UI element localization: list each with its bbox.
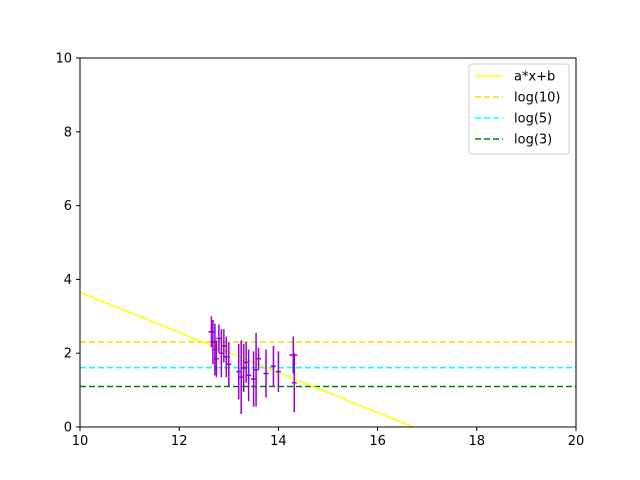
data-point: [238, 340, 244, 415]
x-tick-label: 20: [568, 434, 585, 449]
x-tick-label: 18: [469, 434, 486, 449]
y-tick-label: 0: [64, 421, 72, 436]
data-point: [223, 336, 229, 378]
legend-label: log(5): [514, 112, 552, 127]
data-point: [253, 332, 259, 407]
x-tick-label: 12: [171, 434, 188, 449]
data-point: [291, 353, 297, 413]
data-point: [236, 343, 242, 400]
x-tick-label: 10: [72, 434, 89, 449]
y-tick-label: 4: [64, 273, 72, 288]
data-point: [226, 342, 232, 387]
data-point: [263, 349, 269, 398]
plot-area: [80, 291, 576, 427]
legend-label: log(10): [514, 91, 561, 106]
data-point: [289, 336, 298, 374]
data-point: [246, 349, 252, 402]
legend-label: log(3): [514, 133, 552, 148]
x-tick-label: 14: [270, 434, 287, 449]
data-point: [256, 347, 262, 370]
legend-label: a*x+b: [514, 70, 555, 85]
y-tick-label: 2: [64, 347, 72, 362]
data-point: [241, 343, 247, 392]
data-point: [218, 329, 224, 378]
x-tick-label: 16: [369, 434, 386, 449]
data-point: [251, 351, 257, 407]
data-point: [216, 324, 222, 353]
y-tick-label: 10: [55, 52, 72, 67]
legend-box: [468, 63, 570, 155]
y-tick-label: 6: [64, 199, 72, 214]
data-point: [275, 351, 281, 392]
axes-frame: [79, 57, 577, 428]
data-point: [270, 345, 276, 387]
y-tick-label: 8: [64, 125, 72, 140]
data-point: [213, 340, 219, 378]
